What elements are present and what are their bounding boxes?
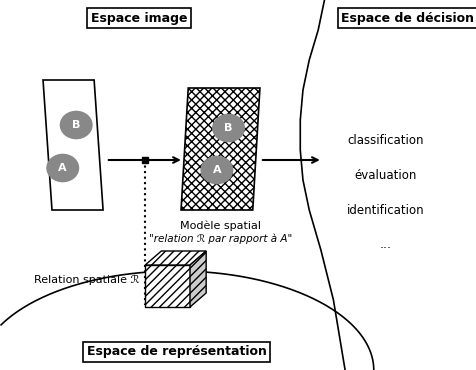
Text: Espace de représentation: Espace de représentation bbox=[87, 346, 266, 359]
Text: classification: classification bbox=[347, 134, 423, 147]
Polygon shape bbox=[43, 80, 103, 210]
Text: ...: ... bbox=[378, 239, 391, 252]
Text: Espace image: Espace image bbox=[90, 11, 187, 24]
Ellipse shape bbox=[60, 111, 92, 139]
Ellipse shape bbox=[47, 154, 79, 182]
Ellipse shape bbox=[212, 114, 244, 142]
Text: Espace de décision: Espace de décision bbox=[341, 11, 473, 24]
Text: Relation spatiale ℛ: Relation spatiale ℛ bbox=[33, 275, 139, 285]
Polygon shape bbox=[145, 265, 189, 307]
Text: identification: identification bbox=[346, 204, 423, 216]
Polygon shape bbox=[181, 88, 259, 210]
Text: "relation ℛ par rapport à A": "relation ℛ par rapport à A" bbox=[149, 233, 291, 243]
Text: A: A bbox=[212, 165, 221, 175]
Text: A: A bbox=[58, 163, 67, 173]
Polygon shape bbox=[189, 251, 206, 307]
Text: B: B bbox=[224, 123, 232, 133]
Ellipse shape bbox=[201, 157, 232, 184]
Text: Modèle spatial: Modèle spatial bbox=[179, 220, 260, 231]
Polygon shape bbox=[145, 251, 206, 265]
Text: évaluation: évaluation bbox=[354, 168, 416, 182]
Text: B: B bbox=[72, 120, 80, 130]
